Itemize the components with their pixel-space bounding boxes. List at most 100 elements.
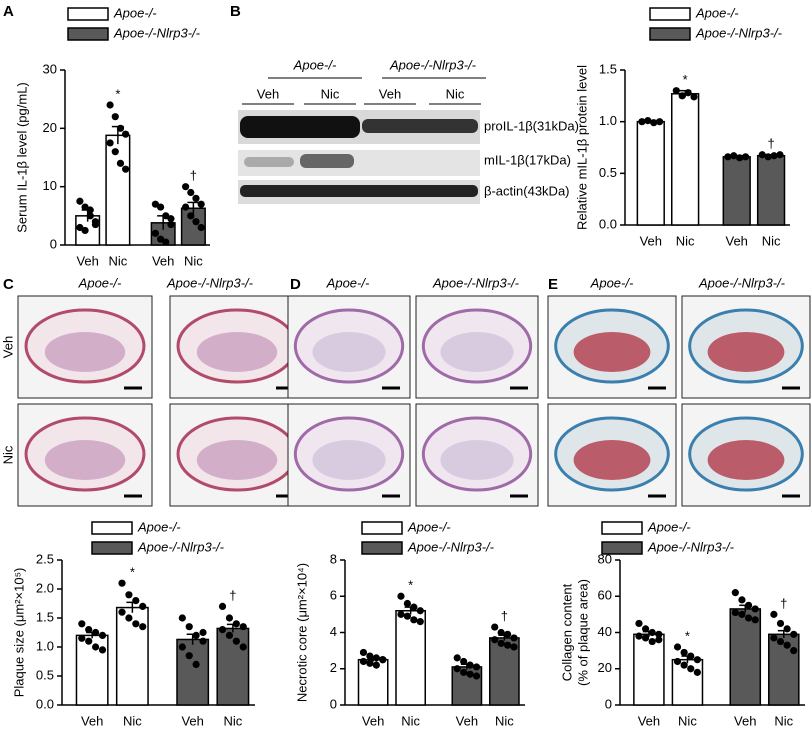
data-point — [680, 661, 688, 669]
y-tick-label: 40 — [598, 624, 612, 639]
data-point — [672, 87, 680, 95]
data-point — [776, 151, 784, 159]
data-point — [232, 620, 240, 628]
data-point — [655, 636, 663, 644]
data-point — [182, 203, 190, 211]
legend-swatch — [649, 7, 691, 21]
tissue — [312, 332, 386, 372]
data-point — [111, 148, 119, 156]
data-point — [776, 637, 785, 646]
data-point — [92, 643, 100, 651]
data-point — [680, 648, 688, 657]
y-tick-label: 1.5 — [36, 609, 54, 624]
tissue — [196, 440, 278, 480]
y-tick-label: 1.5 — [599, 61, 617, 76]
data-point — [687, 665, 695, 673]
legend-label: Apoe-/- — [137, 519, 181, 534]
data-point — [783, 641, 791, 649]
blot-condition: Nic — [446, 86, 465, 101]
blot-condition: Veh — [257, 86, 279, 101]
data-point — [98, 646, 107, 654]
data-point — [453, 665, 461, 673]
data-point — [738, 610, 746, 618]
data-point — [132, 620, 140, 628]
data-point — [460, 668, 468, 676]
legend-swatch — [601, 521, 643, 535]
data-point — [770, 152, 778, 160]
data-point — [178, 614, 186, 622]
band-label: proIL-1β(31kDa) — [484, 118, 579, 133]
bar — [633, 633, 665, 706]
data-point — [770, 610, 778, 618]
tissue — [196, 332, 278, 372]
bar — [636, 120, 665, 226]
data-point — [118, 579, 126, 587]
x-tick-label: Veh — [81, 713, 103, 728]
legend-label: Apoe-/-Nlrp3-/- — [137, 539, 225, 554]
data-point — [118, 608, 126, 616]
data-point — [116, 159, 125, 167]
data-point — [687, 652, 695, 660]
x-tick-label: Nic — [123, 713, 142, 728]
data-point — [416, 607, 424, 615]
x-tick-label: Veh — [76, 253, 98, 268]
data-point — [132, 597, 140, 605]
data-point — [641, 625, 650, 633]
legend-label: Apoe-/- — [695, 5, 739, 20]
legend-label: Apoe-/-Nlrp3-/- — [695, 25, 783, 40]
data-point — [197, 200, 205, 208]
x-tick-label: Veh — [362, 713, 384, 728]
legend-label: Apoe-/-Nlrp3-/- — [113, 25, 201, 40]
data-point — [178, 643, 186, 651]
data-point — [91, 220, 100, 229]
data-point — [744, 614, 753, 622]
y-tick-label: 10 — [43, 178, 57, 193]
data-point — [76, 197, 84, 205]
legend-swatch — [361, 521, 403, 535]
data-point — [185, 623, 193, 631]
data-point — [783, 625, 791, 633]
data-point — [225, 631, 234, 640]
data-point — [122, 130, 130, 138]
x-tick-label: Veh — [726, 233, 748, 248]
data-point — [85, 626, 93, 634]
y-tick-label: 0.5 — [599, 165, 617, 180]
data-point — [85, 637, 93, 645]
panel-label: D — [290, 276, 301, 293]
data-point — [78, 620, 86, 628]
band-label: β-actin(43kDa) — [484, 183, 570, 198]
x-tick-label: Veh — [734, 713, 756, 728]
x-tick-label: Veh — [181, 713, 203, 728]
panel-label: B — [230, 3, 241, 20]
data-point — [751, 605, 759, 613]
x-tick-label: Veh — [456, 713, 478, 728]
x-tick-label: Veh — [152, 253, 174, 268]
data-point — [182, 183, 190, 191]
y-tick-label: 0 — [330, 696, 337, 711]
data-point — [410, 603, 418, 611]
data-point — [497, 628, 505, 637]
data-point — [744, 601, 753, 609]
column-label: Apoe-/-Nlrp3-/- — [432, 275, 520, 290]
data-point — [98, 631, 107, 640]
significance: * — [115, 86, 120, 101]
data-point — [151, 229, 160, 237]
y-tick-label: 0.0 — [36, 696, 54, 711]
significance: † — [767, 136, 774, 151]
data-point — [673, 657, 682, 666]
y-tick-label: 30 — [43, 61, 57, 76]
panel-label: E — [548, 276, 558, 293]
row-label: Veh — [0, 336, 15, 358]
data-point — [503, 641, 512, 649]
data-point — [770, 634, 778, 642]
data-point — [655, 630, 663, 638]
data-point — [366, 659, 374, 667]
data-point — [693, 668, 701, 676]
data-point — [510, 634, 518, 642]
y-axis-label: Collagen content — [559, 583, 574, 681]
y-tick-label: 0.5 — [36, 667, 54, 682]
data-point — [125, 591, 133, 599]
data-point — [139, 623, 147, 631]
x-tick-label: Nic — [676, 233, 695, 248]
significance: † — [501, 609, 508, 624]
